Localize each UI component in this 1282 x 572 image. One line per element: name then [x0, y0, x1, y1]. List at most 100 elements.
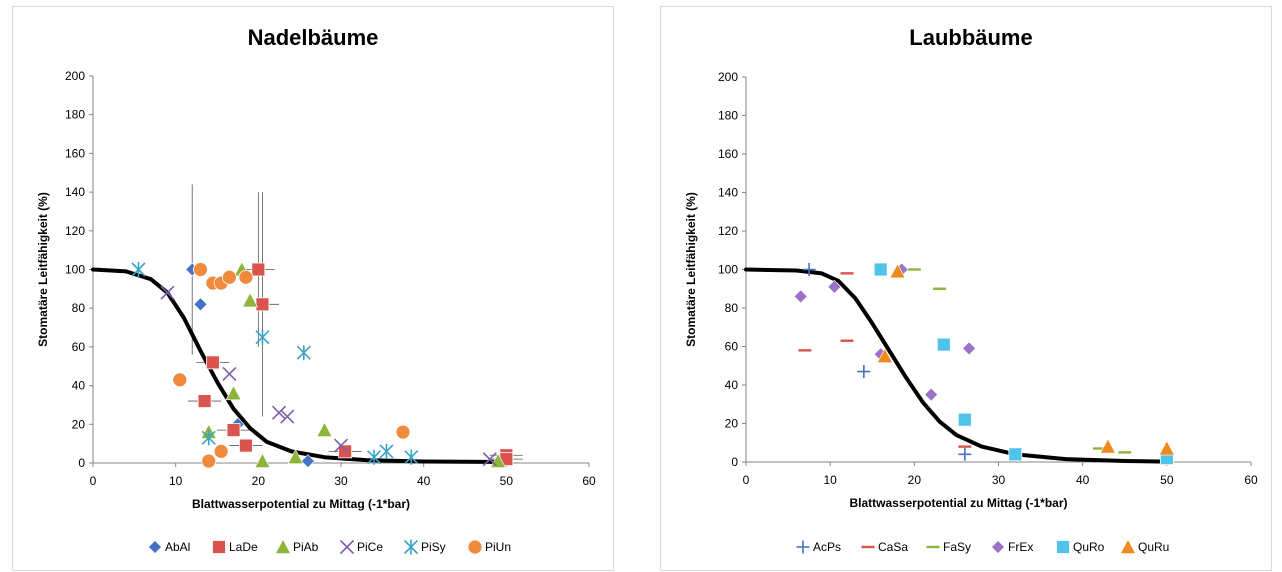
- data-point: [333, 438, 349, 453]
- legend-item-frex: FrEx: [991, 540, 1033, 554]
- legend-item-quro: QuRo: [1056, 540, 1105, 554]
- y-tick-label: 180: [718, 109, 738, 123]
- legend-label: PiSy: [421, 540, 446, 554]
- legend-marker: [991, 540, 1005, 554]
- data-point: [255, 297, 270, 312]
- series-casa: [798, 272, 972, 448]
- data-point: [225, 385, 242, 401]
- legend-item-lade: LaDe: [212, 540, 258, 554]
- y-tick-label: 200: [718, 70, 738, 84]
- legend-marker: [274, 538, 292, 554]
- legend-label: PiAb: [293, 540, 319, 554]
- x-tick-label: 60: [582, 474, 596, 488]
- x-tick-label: 20: [908, 473, 922, 487]
- series-acps: [802, 263, 972, 461]
- legend-marker: [403, 539, 419, 555]
- data-point: [1008, 447, 1023, 462]
- y-tick-label: 200: [65, 69, 85, 83]
- data-point: [160, 285, 175, 300]
- data-point: [857, 365, 871, 379]
- data-point: [873, 262, 888, 277]
- legend-label: QuRu: [1138, 540, 1169, 554]
- legend-label: PiCe: [357, 540, 383, 554]
- data-point: [197, 394, 212, 408]
- x-tick-label: 30: [992, 473, 1006, 487]
- x-tick-label: 10: [823, 473, 837, 487]
- x-tick-label: 40: [1076, 473, 1090, 487]
- legend-item-piab: PiAb: [274, 538, 319, 554]
- fit-curve: [91, 267, 509, 464]
- chart-laubbaeume: Laubbäume 0 20 40 60 80 100 120 140 160 180 200 0 10 2…: [684, 25, 1258, 554]
- series-lade: [197, 262, 514, 467]
- y-tick-label: 100: [718, 263, 738, 277]
- x-tick-label: 0: [743, 473, 750, 487]
- x-axis-label: Blattwasserpotential zu Mittag (-1*bar): [849, 496, 1067, 510]
- x-tick-label: 60: [1244, 473, 1258, 487]
- data-point: [131, 262, 146, 277]
- legend-marker: [796, 540, 810, 554]
- y-axis-label: Stomatäre Leitfähigkeit (%): [684, 192, 698, 347]
- data-point: [936, 337, 951, 352]
- data-point: [404, 449, 419, 465]
- data-point: [876, 347, 893, 363]
- data-point: [316, 421, 333, 437]
- data-point: [1099, 438, 1116, 454]
- legend-item-fasy: FaSy: [926, 540, 971, 554]
- y-tick-label: 120: [65, 224, 85, 238]
- legend-marker: [1056, 540, 1070, 554]
- x-tick-label: 50: [500, 474, 514, 488]
- x-tick-label: 30: [334, 474, 348, 488]
- data-point: [221, 269, 237, 285]
- data-point: [1158, 440, 1175, 456]
- fit-curve: [744, 267, 1169, 464]
- y-tick-label: 160: [65, 146, 85, 160]
- chart-nadelbaeume: Nadelbäume 0 20 40 60 80 100 120 140 160 180 200 0 10…: [36, 25, 596, 555]
- data-point: [301, 454, 315, 468]
- legend-marker: [212, 540, 226, 554]
- chart-title: Nadelbäume: [248, 25, 379, 50]
- data-point: [255, 329, 270, 345]
- chart-title: Laubbäume: [909, 25, 1032, 50]
- data-point: [213, 443, 229, 459]
- y-tick-label: 180: [65, 108, 85, 122]
- data-point: [251, 262, 266, 277]
- legend-label: LaDe: [229, 540, 258, 554]
- legend-item-abal: AbAl: [148, 540, 190, 554]
- legend-marker: [1119, 538, 1137, 554]
- data-point: [793, 289, 808, 304]
- series-quru: [876, 263, 1175, 456]
- data-point: [242, 292, 259, 308]
- data-point: [889, 263, 906, 279]
- x-tick-label: 10: [169, 474, 183, 488]
- legend-marker: [339, 539, 355, 555]
- legend-label: AcPs: [813, 540, 841, 554]
- legend-item-acps: AcPs: [796, 540, 841, 554]
- legend-label: FaSy: [943, 540, 971, 554]
- data-point: [222, 366, 237, 382]
- y-tick-label: 0: [78, 456, 85, 470]
- legend-marker: [148, 540, 162, 554]
- x-tick-label: 50: [1160, 473, 1174, 487]
- data-point: [287, 449, 304, 464]
- x-axis-label: Blattwasserpotential zu Mittag (-1*bar): [192, 497, 410, 511]
- chart-panel-nadelbaeume: Nadelbäume 0 20 40 60 80 100 120 140 160 180 200 0 10…: [12, 6, 614, 571]
- legend-item-pice: PiCe: [339, 539, 383, 555]
- legend-label: FrEx: [1008, 540, 1033, 554]
- y-axis-label: Stomatäre Leitfähigkeit (%): [36, 192, 50, 347]
- legend-label: QuRo: [1073, 540, 1105, 554]
- data-point: [958, 447, 972, 461]
- legend-marker: [467, 539, 483, 555]
- series-pice: [160, 285, 497, 467]
- legend-item-casa: CaSa: [861, 540, 908, 554]
- data-point: [226, 423, 241, 438]
- y-tick-label: 60: [725, 340, 739, 354]
- data-point: [254, 452, 271, 468]
- data-point: [962, 341, 976, 356]
- data-point: [957, 412, 972, 427]
- data-point: [379, 443, 394, 459]
- x-tick-label: 20: [252, 474, 266, 488]
- data-point: [338, 444, 353, 459]
- chart-panel-laubbaeume: Laubbäume 0 20 40 60 80 100 120 140 160 180 200 0 10 2…: [660, 6, 1272, 571]
- y-tick-label: 20: [725, 417, 739, 431]
- legend-item-piun: PiUn: [467, 539, 511, 555]
